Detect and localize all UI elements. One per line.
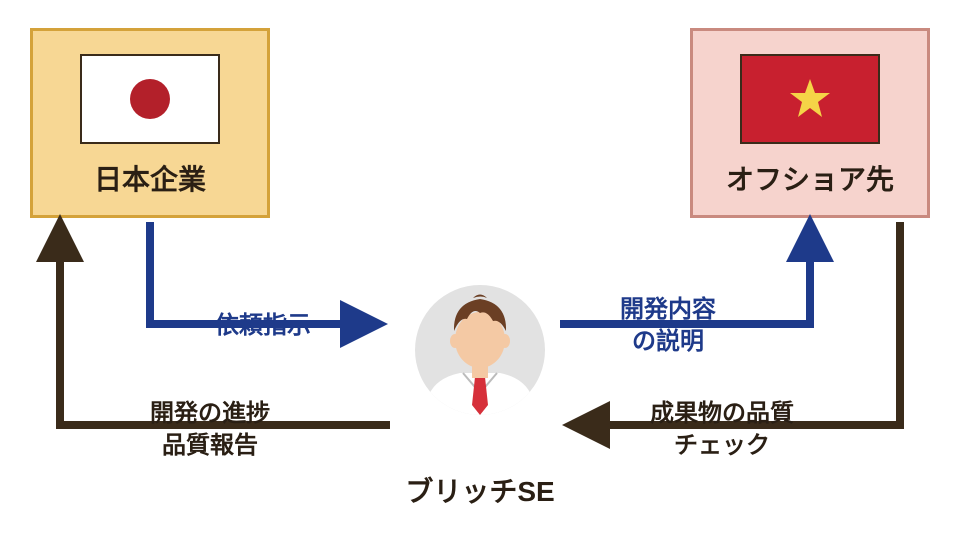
node-offshore: オフショア先: [690, 28, 930, 218]
flag-vietnam: [740, 54, 880, 144]
edge-explain-label: 開発内容 の説明: [620, 294, 716, 359]
avatar-icon: [415, 285, 545, 415]
japan-circle-icon: [130, 79, 170, 119]
flag-japan: [80, 54, 220, 144]
vietnam-star-icon: [788, 77, 832, 121]
edge-request-label: 依頼指示: [215, 310, 311, 342]
node-bridge-se-label: ブリッチSE: [0, 470, 960, 510]
node-japan-label: 日本企業: [94, 158, 206, 198]
edge-request: [150, 222, 380, 324]
edge-quality-label: 成果物の品質 チェック: [650, 398, 794, 463]
node-japan-company: 日本企業: [30, 28, 270, 218]
edge-report-label: 開発の進捗 品質報告: [150, 398, 270, 463]
node-offshore-label: オフショア先: [726, 158, 894, 198]
node-bridge-se: [415, 285, 545, 415]
